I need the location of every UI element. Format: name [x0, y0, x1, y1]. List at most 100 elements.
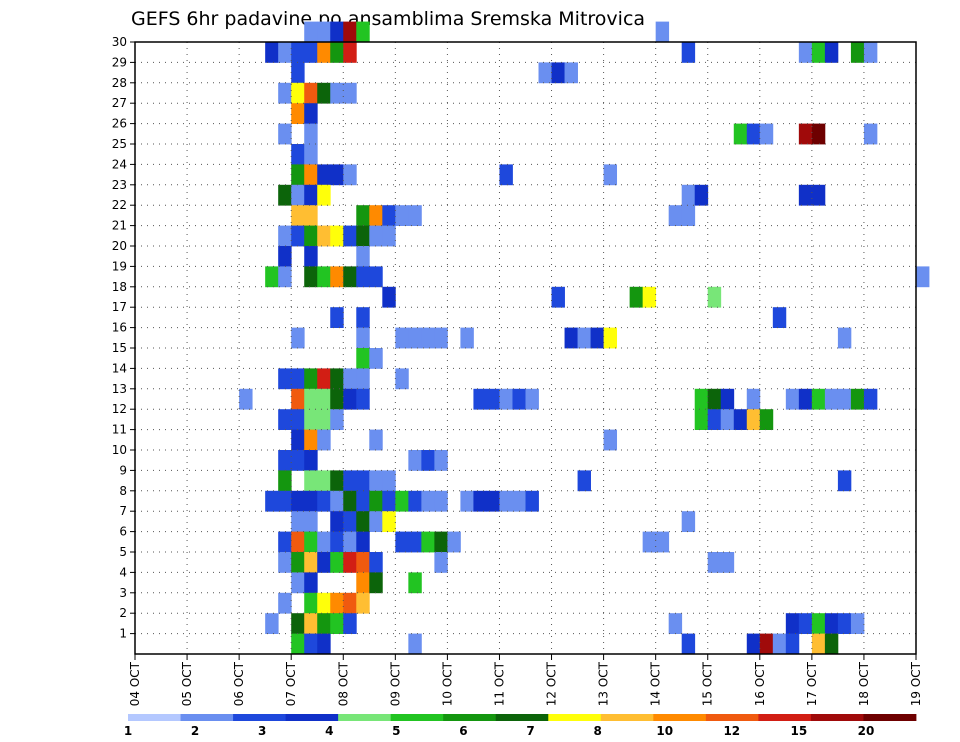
heatmap-cell: [343, 388, 357, 410]
heatmap-cell: [551, 62, 565, 84]
heatmap-cell: [408, 205, 422, 226]
heatmap-cell: [590, 327, 604, 349]
heatmap-cell: [681, 42, 696, 63]
heatmap-cell: [473, 388, 487, 410]
heatmap-cell: [291, 531, 305, 553]
heatmap-cell: [421, 531, 435, 553]
heatmap-cell: [304, 144, 318, 165]
x-tick-label: 06 OCT: [232, 661, 246, 706]
heatmap-cell: [265, 613, 279, 634]
legend-swatch: [443, 714, 497, 721]
heatmap-cell: [798, 42, 813, 63]
heatmap-cell: [369, 225, 383, 247]
heatmap-cell: [343, 552, 357, 573]
heatmap-cell: [291, 82, 305, 104]
heatmap-cell: [811, 123, 826, 145]
y-tick-label: 18: [112, 280, 127, 294]
y-tick-label: 12: [112, 402, 127, 416]
y-tick-label: 15: [112, 341, 127, 355]
y-tick-label: 9: [119, 463, 127, 477]
heatmap-cell: [317, 429, 331, 451]
heatmap-cell: [278, 184, 292, 206]
heatmap-cell: [330, 388, 344, 410]
heatmap-cell: [655, 21, 670, 43]
heatmap-cell: [291, 490, 305, 512]
y-tick-label: 29: [112, 55, 127, 69]
heatmap-cell: [681, 511, 696, 532]
heatmap-cell: [512, 490, 526, 512]
heatmap-cell: [850, 388, 865, 410]
heatmap-cell: [863, 388, 878, 410]
heatmap-cell: [603, 429, 618, 451]
y-tick-label: 4: [119, 565, 127, 579]
legend-label: 8: [593, 724, 601, 738]
heatmap-cell: [824, 388, 839, 410]
heatmap-cell: [785, 613, 800, 634]
heatmap-cell: [642, 531, 657, 553]
heatmap-cell: [850, 613, 865, 634]
heatmap-cell: [720, 552, 735, 573]
heatmap-cell: [395, 327, 409, 349]
heatmap-cell: [356, 225, 370, 247]
heatmap-cell: [356, 21, 370, 43]
heatmap-cell: [330, 164, 344, 186]
heatmap-cell: [278, 225, 292, 247]
heatmap-cell: [343, 511, 357, 532]
heatmap-cell: [707, 286, 722, 308]
heatmap-cell: [408, 450, 422, 471]
x-tick-label: 08 OCT: [336, 661, 350, 706]
y-tick-label: 26: [112, 117, 127, 131]
legend-label: 15: [791, 724, 808, 738]
heatmap-cell: [850, 42, 865, 63]
heatmap-cell: [577, 470, 591, 492]
heatmap-cell: [395, 490, 409, 512]
y-tick-label: 10: [112, 443, 127, 457]
heatmap-cell: [707, 388, 722, 410]
heatmap-cell: [395, 531, 409, 553]
heatmap-cell: [759, 409, 774, 430]
heatmap-cell: [824, 613, 839, 634]
heatmap-cell: [343, 21, 357, 43]
legend-label: 4: [325, 724, 333, 738]
legend-label: 12: [723, 724, 740, 738]
y-tick-label: 2: [119, 606, 127, 620]
heatmap-cell: [304, 429, 318, 451]
heatmap-cell: [317, 388, 331, 410]
heatmap-cell: [239, 388, 253, 410]
heatmap-cell: [486, 388, 500, 410]
heatmap-cell: [356, 205, 370, 226]
y-tick-label: 23: [112, 178, 127, 192]
heatmap-cell: [291, 225, 305, 247]
heatmap-cell: [291, 409, 305, 430]
heatmap-cell: [278, 82, 292, 104]
heatmap-cell: [304, 388, 318, 410]
legend-label: 1: [124, 724, 132, 738]
heatmap-cell: [291, 633, 305, 655]
legend-swatch: [548, 714, 602, 721]
heatmap-cell: [291, 388, 305, 410]
y-tick-label: 17: [112, 300, 127, 314]
heatmap-cell: [603, 327, 618, 349]
y-tick-label: 8: [119, 484, 127, 498]
heatmap-cell: [356, 327, 370, 349]
heatmap-cell: [291, 103, 305, 124]
heatmap-cell: [434, 552, 448, 573]
heatmap-cell: [369, 429, 383, 451]
legend-swatch: [180, 714, 234, 721]
heatmap-cell: [356, 572, 370, 594]
heatmap-cell: [304, 368, 318, 390]
heatmap-cell: [785, 388, 800, 410]
heatmap-cell: [369, 205, 383, 226]
heatmap-cell: [447, 531, 461, 553]
heatmap-cell: [343, 82, 357, 104]
heatmap-cell: [356, 266, 370, 288]
heatmap-cell: [811, 613, 826, 634]
heatmap-cell: [330, 307, 344, 328]
y-tick-label: 6: [119, 525, 127, 539]
heatmap-cell: [356, 368, 370, 390]
heatmap-cell: [564, 327, 578, 349]
heatmap-cell: [356, 246, 370, 267]
heatmap-cell: [525, 388, 539, 410]
legend-swatch: [705, 714, 759, 721]
legend-label: 10: [656, 724, 673, 738]
